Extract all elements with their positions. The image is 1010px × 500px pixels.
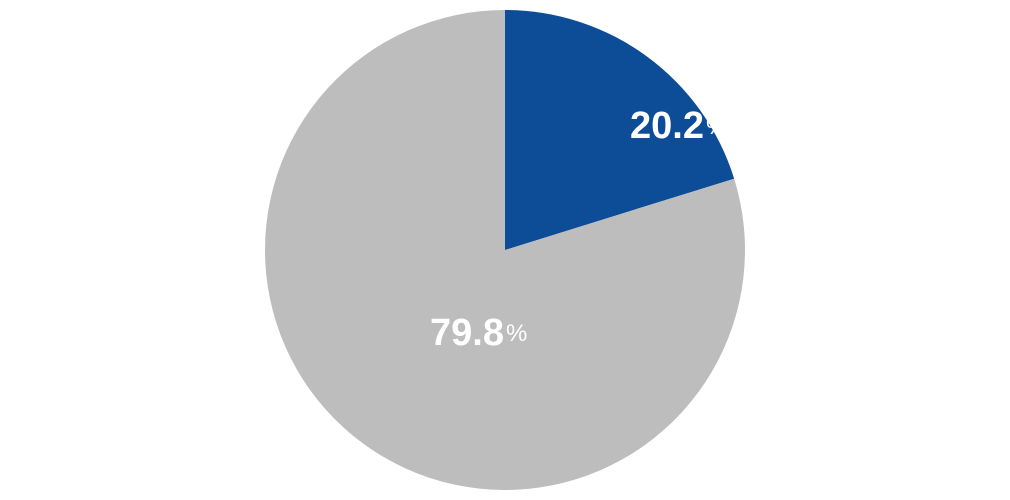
pie-chart: 20.2%79.8%	[0, 0, 1010, 500]
slice-label-suffix: %	[506, 320, 527, 347]
slice-label-value: 79.8	[430, 312, 504, 354]
slice-label-value: 20.2	[630, 105, 704, 147]
chart-container: 20.2%79.8%	[0, 0, 1010, 500]
slice-label-suffix: %	[706, 113, 727, 140]
